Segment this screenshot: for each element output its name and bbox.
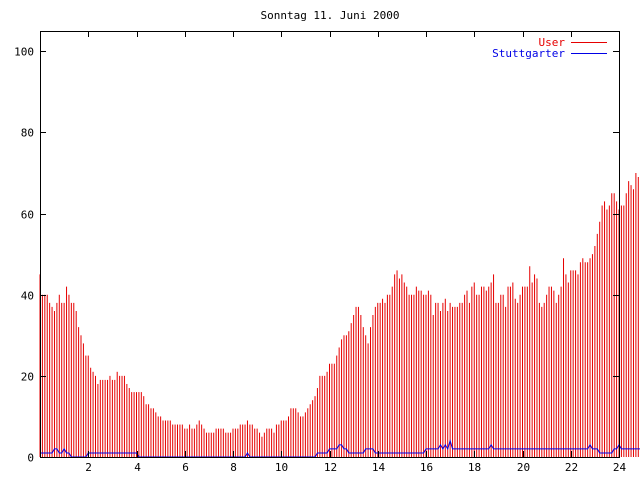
- legend: User Stuttgarter: [492, 36, 607, 60]
- x-tick-label: 2: [85, 461, 92, 474]
- y-tick-label: 80: [21, 127, 34, 140]
- x-tick-label: 6: [182, 461, 189, 474]
- x-tick-label: 20: [517, 461, 530, 474]
- series-user-bars: [39, 173, 639, 457]
- y-axis: 0 20 40 60 80 100: [14, 46, 619, 465]
- y-tick-label: 20: [21, 371, 34, 384]
- y-tick-label: 0: [27, 452, 34, 465]
- y-tick-label: 60: [21, 209, 34, 222]
- legend-label-stuttgarter: Stuttgarter: [492, 47, 565, 60]
- x-tick-label: 10: [275, 461, 288, 474]
- x-tick-label: 16: [420, 461, 433, 474]
- y-tick-label: 100: [14, 46, 34, 59]
- chart-title: Sonntag 11. Juni 2000: [260, 9, 399, 22]
- y-tick-label: 40: [21, 290, 34, 303]
- x-tick-label: 4: [134, 461, 141, 474]
- series-stuttgarter-line: [40, 439, 640, 458]
- x-axis: 2 4 6 8 10 12 14 16 18 20 22 24: [85, 31, 626, 474]
- legend-label-user: User: [539, 36, 566, 49]
- x-tick-label: 24: [613, 461, 627, 474]
- x-tick-label: 12: [324, 461, 337, 474]
- x-tick-label: 14: [372, 461, 386, 474]
- x-tick-label: 8: [230, 461, 237, 474]
- x-tick-label: 22: [565, 461, 578, 474]
- x-tick-label: 18: [468, 461, 481, 474]
